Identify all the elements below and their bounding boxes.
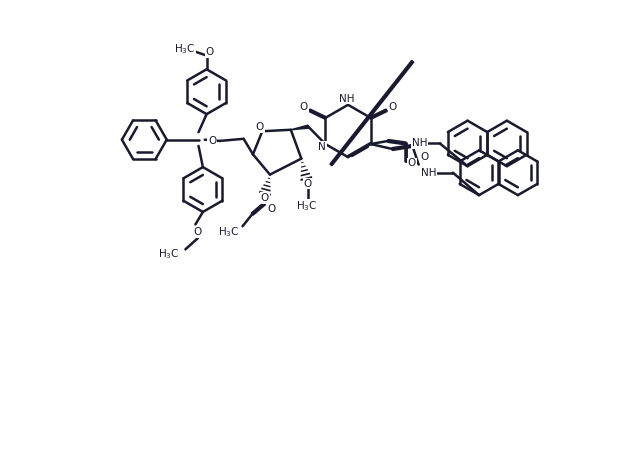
- Text: O: O: [300, 102, 308, 112]
- Text: O: O: [205, 47, 214, 57]
- Text: H$_3$C: H$_3$C: [174, 42, 195, 55]
- Text: H$_3$C: H$_3$C: [218, 225, 240, 239]
- Text: O: O: [388, 102, 397, 112]
- Text: O: O: [256, 122, 264, 132]
- Text: O: O: [303, 179, 312, 188]
- Text: O: O: [408, 158, 416, 168]
- Text: N: N: [318, 142, 326, 152]
- Text: NH: NH: [421, 168, 436, 178]
- Text: O: O: [261, 193, 269, 203]
- Text: NH: NH: [339, 94, 355, 103]
- Text: O: O: [208, 136, 216, 146]
- Polygon shape: [291, 125, 308, 130]
- Text: H$_3$C: H$_3$C: [296, 200, 317, 213]
- Text: O: O: [267, 204, 275, 214]
- Text: NH: NH: [412, 139, 427, 149]
- Text: O: O: [420, 152, 429, 162]
- Text: O: O: [194, 227, 202, 237]
- Text: H$_3$C: H$_3$C: [157, 247, 179, 261]
